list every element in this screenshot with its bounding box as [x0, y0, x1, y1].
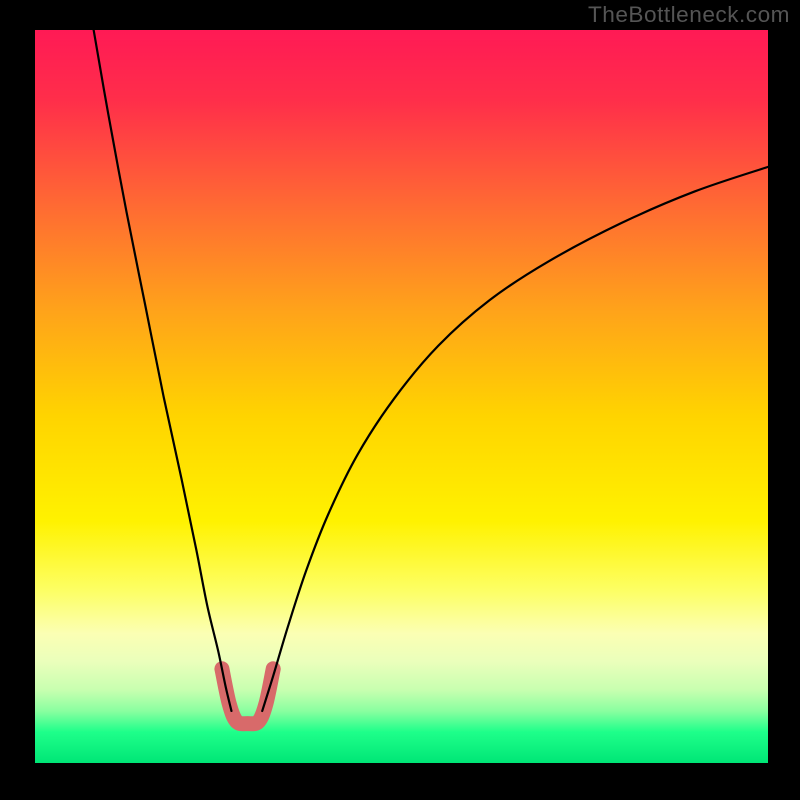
chart-stage: TheBottleneck.com — [0, 0, 800, 800]
heat-gradient-background — [35, 30, 768, 763]
watermark-text: TheBottleneck.com — [588, 2, 790, 28]
